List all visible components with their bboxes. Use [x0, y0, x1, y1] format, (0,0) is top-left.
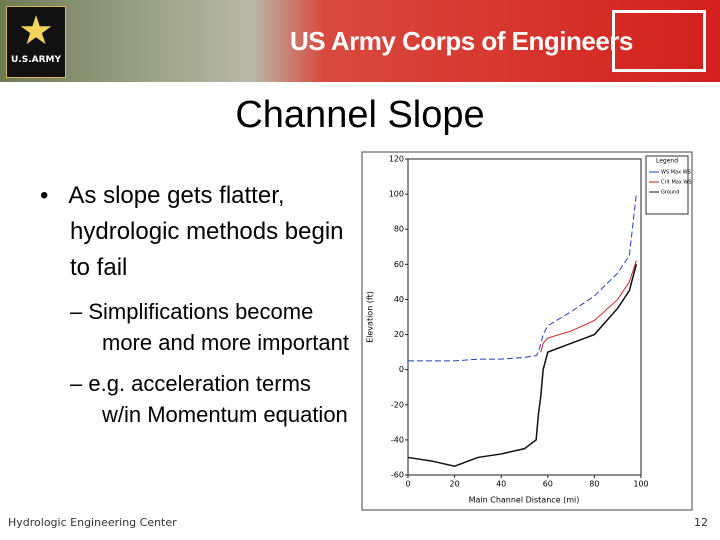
x-tick-label: 40 [496, 480, 506, 489]
sub-bullet-text: Simplifications become more and more imp… [88, 299, 349, 355]
banner: ★ U.S.ARMY US Army Corps of Engineers [0, 0, 720, 82]
footer: Hydrologic Engineering Center [8, 516, 177, 529]
series-line [407, 264, 638, 468]
y-axis-label: Elevation (ft) [366, 291, 375, 343]
army-logo: ★ U.S.ARMY [6, 6, 66, 78]
sub-bullet: – e.g. acceleration terms w/in Momentum … [70, 371, 348, 427]
castle-logo [612, 10, 706, 72]
x-tick-label: 60 [543, 480, 553, 489]
y-tick-label: 80 [394, 225, 404, 234]
series-line [540, 260, 637, 353]
slide-title: Channel Slope [235, 94, 485, 136]
bullet-text: As slope gets flatter, hydrologic method… [68, 182, 344, 281]
sub-bullet: – Simplifications become more and more i… [70, 299, 349, 355]
legend-title: Legend [656, 158, 678, 165]
org-name: US Army Corps of Engineers [290, 26, 633, 56]
x-axis-label: Main Channel Distance (mi) [469, 496, 580, 505]
chart-frame [361, 151, 693, 511]
y-tick-label: 120 [389, 155, 404, 164]
y-tick-label: -40 [391, 435, 404, 444]
bullet: • As slope gets flatter, hydrologic meth… [40, 182, 344, 281]
legend-box [645, 155, 689, 215]
y-tick-label: 40 [394, 295, 404, 304]
y-tick-label: 100 [389, 190, 404, 199]
x-tick-label: 0 [405, 480, 410, 489]
plot-area [407, 158, 642, 476]
x-tick-label: 80 [589, 480, 599, 489]
legend-label: Crit Max WS [661, 180, 692, 186]
y-tick-label: 60 [394, 260, 404, 269]
y-tick-label: 0 [399, 365, 404, 374]
page-number: 12 [694, 516, 708, 529]
y-tick-label: -60 [391, 471, 404, 480]
bullets: • As slope gets flatter, hydrologic meth… [40, 178, 350, 430]
sub-bullet-text: e.g. acceleration terms w/in Momentum eq… [88, 371, 348, 427]
x-tick-label: 20 [450, 480, 460, 489]
legend-label: Ground [661, 190, 679, 196]
legend-label: WS Max WS [661, 170, 691, 176]
y-tick-label: 20 [394, 330, 404, 339]
y-tick-label: -20 [391, 400, 404, 409]
army-label: U.S.ARMY [11, 55, 61, 65]
x-tick-label: 100 [633, 480, 648, 489]
series-line [408, 194, 637, 362]
